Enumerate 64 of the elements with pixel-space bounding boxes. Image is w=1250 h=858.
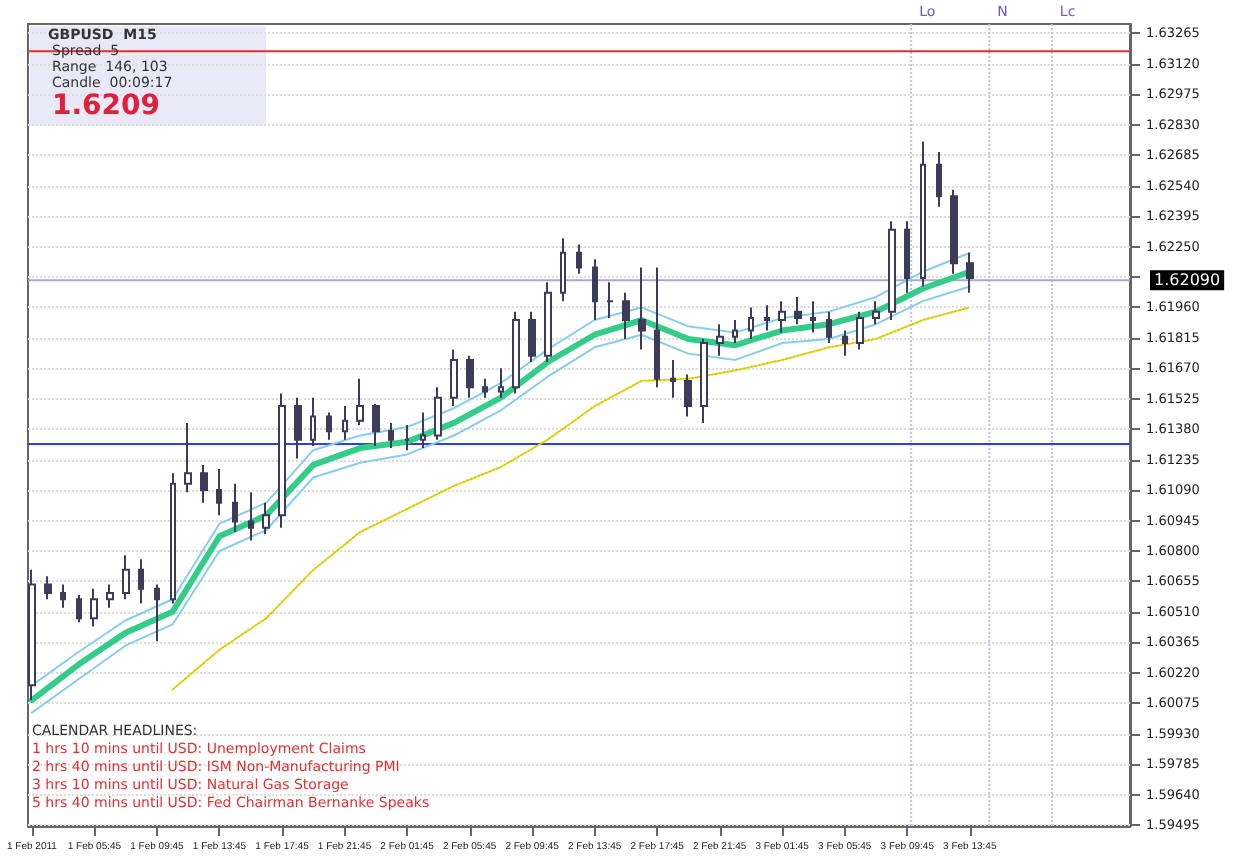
candlestick xyxy=(420,411,426,450)
candlestick xyxy=(528,310,536,364)
candlestick xyxy=(200,463,208,504)
candlestick xyxy=(700,337,708,424)
candlestick xyxy=(936,151,942,208)
candlestick xyxy=(388,421,394,450)
candlestick xyxy=(342,405,348,441)
candlestick xyxy=(732,319,738,345)
candlestick xyxy=(404,424,410,452)
candlestick xyxy=(888,220,896,322)
candlestick xyxy=(764,304,770,332)
candlestick xyxy=(184,421,192,494)
candlestick xyxy=(810,300,816,334)
candlestick xyxy=(856,310,864,351)
candlestick xyxy=(966,251,974,294)
candlestick xyxy=(778,300,786,334)
candlestick xyxy=(232,482,238,534)
candlestick xyxy=(434,386,442,441)
candlestick xyxy=(44,575,52,601)
candlestick xyxy=(716,323,724,357)
candlestick xyxy=(372,403,380,447)
candlestick xyxy=(920,140,926,288)
candlestick xyxy=(904,220,910,294)
candlestick xyxy=(106,583,114,609)
candlestick xyxy=(154,583,160,643)
candlestick xyxy=(248,491,254,542)
annotation: 1.6209 xyxy=(52,90,161,122)
candlestick xyxy=(28,568,36,702)
candlestick xyxy=(262,501,270,536)
candlestick xyxy=(450,348,458,408)
candlestick xyxy=(170,472,176,605)
candlestick xyxy=(60,583,66,609)
candlestick xyxy=(748,306,754,340)
candlestick xyxy=(482,377,488,399)
candlestick xyxy=(684,373,692,418)
candlestick xyxy=(560,237,566,303)
candlestick xyxy=(466,354,474,399)
candlestick xyxy=(576,243,582,275)
candlestick xyxy=(356,377,364,426)
candlestick xyxy=(654,266,660,389)
candlestick xyxy=(606,281,614,319)
candlestick xyxy=(512,310,520,395)
candlestick xyxy=(498,367,504,399)
candlestick xyxy=(326,411,332,441)
candlestick xyxy=(216,468,222,517)
candlestick xyxy=(310,396,316,447)
candlestick xyxy=(592,258,598,322)
candlestick xyxy=(138,558,144,605)
line-series xyxy=(171,306,971,691)
candlestick xyxy=(842,329,848,357)
candlestick xyxy=(950,188,958,275)
candlestick xyxy=(826,310,832,345)
ref-line-label: 1.62090 xyxy=(1154,271,1221,290)
candlestick xyxy=(294,396,302,460)
candlestick xyxy=(76,594,82,624)
candlestick xyxy=(638,266,646,351)
candlestick xyxy=(670,358,676,399)
candlestick xyxy=(278,392,286,529)
candlestick xyxy=(794,295,802,326)
candlestick xyxy=(872,300,880,326)
candlestick xyxy=(544,281,552,364)
candlestick xyxy=(90,587,98,628)
candlestick xyxy=(622,291,630,340)
candlestick xyxy=(122,554,130,601)
